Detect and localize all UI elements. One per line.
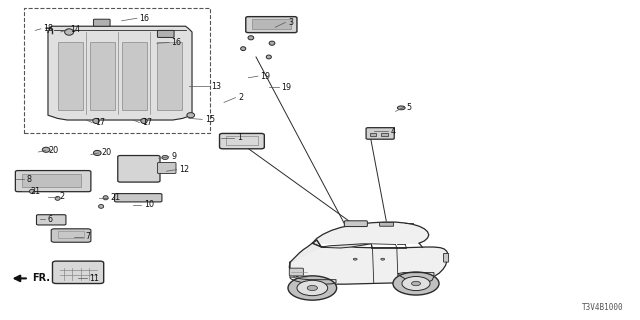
Bar — [24, 8, 210, 133]
Polygon shape — [290, 240, 321, 262]
Polygon shape — [398, 273, 434, 283]
Circle shape — [412, 281, 420, 286]
Bar — [90, 42, 115, 110]
Circle shape — [381, 258, 385, 260]
FancyBboxPatch shape — [115, 194, 162, 202]
Text: 20: 20 — [101, 148, 111, 157]
Circle shape — [307, 285, 317, 291]
Text: 16: 16 — [172, 38, 182, 47]
Text: 2: 2 — [60, 192, 65, 201]
Text: 12: 12 — [179, 165, 189, 174]
Bar — [157, 42, 182, 110]
Text: 19: 19 — [282, 83, 292, 92]
Ellipse shape — [42, 147, 50, 152]
Circle shape — [393, 272, 439, 295]
Ellipse shape — [65, 29, 74, 35]
Text: 3: 3 — [288, 18, 293, 27]
Text: T3V4B1000: T3V4B1000 — [582, 303, 624, 312]
Ellipse shape — [99, 204, 104, 208]
Ellipse shape — [187, 113, 195, 118]
FancyBboxPatch shape — [344, 221, 367, 227]
FancyBboxPatch shape — [118, 156, 160, 182]
Text: 2: 2 — [238, 93, 243, 102]
Ellipse shape — [103, 196, 108, 200]
Text: 16: 16 — [140, 14, 150, 23]
Ellipse shape — [162, 155, 168, 160]
Ellipse shape — [29, 189, 35, 193]
Text: 17: 17 — [95, 118, 105, 127]
FancyBboxPatch shape — [246, 17, 297, 33]
Bar — [252, 19, 291, 29]
Text: 17: 17 — [142, 118, 152, 127]
Text: 1: 1 — [237, 133, 242, 142]
Bar — [58, 42, 83, 110]
Text: 5: 5 — [406, 103, 412, 112]
Text: 20: 20 — [48, 146, 58, 155]
Text: 21: 21 — [31, 187, 41, 196]
Text: 8: 8 — [27, 175, 32, 184]
Bar — [381, 133, 388, 136]
Text: 4: 4 — [390, 127, 396, 136]
Text: 9: 9 — [172, 152, 177, 161]
Text: 21: 21 — [111, 193, 121, 202]
Ellipse shape — [266, 55, 271, 59]
FancyBboxPatch shape — [51, 229, 91, 242]
Text: 14: 14 — [70, 25, 81, 34]
Text: 10: 10 — [144, 200, 154, 209]
Polygon shape — [48, 26, 192, 120]
Bar — [122, 42, 147, 110]
Ellipse shape — [248, 36, 253, 40]
Ellipse shape — [241, 47, 246, 51]
FancyBboxPatch shape — [289, 268, 303, 276]
Ellipse shape — [141, 118, 147, 124]
Text: 13: 13 — [211, 82, 221, 91]
FancyBboxPatch shape — [93, 19, 110, 26]
Bar — [58, 231, 84, 238]
Circle shape — [402, 276, 430, 291]
Text: 6: 6 — [48, 215, 53, 224]
FancyBboxPatch shape — [36, 215, 66, 225]
FancyBboxPatch shape — [52, 261, 104, 284]
Ellipse shape — [55, 196, 60, 200]
Bar — [370, 133, 376, 136]
FancyBboxPatch shape — [157, 163, 176, 173]
Text: 7: 7 — [85, 232, 90, 241]
Circle shape — [297, 280, 328, 296]
Circle shape — [397, 106, 405, 110]
Ellipse shape — [269, 41, 275, 45]
Polygon shape — [312, 240, 371, 248]
FancyBboxPatch shape — [157, 30, 174, 37]
Polygon shape — [289, 247, 448, 284]
Text: 11: 11 — [90, 274, 100, 283]
FancyBboxPatch shape — [444, 253, 449, 262]
Text: 18: 18 — [44, 24, 54, 33]
Polygon shape — [312, 222, 429, 243]
Circle shape — [353, 258, 357, 260]
Ellipse shape — [93, 118, 99, 124]
Circle shape — [288, 276, 337, 300]
Text: 19: 19 — [260, 72, 271, 81]
Text: 15: 15 — [205, 115, 215, 124]
FancyBboxPatch shape — [380, 222, 394, 226]
FancyBboxPatch shape — [366, 128, 394, 139]
Bar — [226, 136, 258, 145]
FancyBboxPatch shape — [220, 133, 264, 149]
Polygon shape — [290, 277, 336, 284]
Ellipse shape — [93, 150, 101, 156]
Text: FR.: FR. — [32, 273, 50, 283]
FancyBboxPatch shape — [15, 171, 91, 192]
Bar — [22, 174, 81, 187]
